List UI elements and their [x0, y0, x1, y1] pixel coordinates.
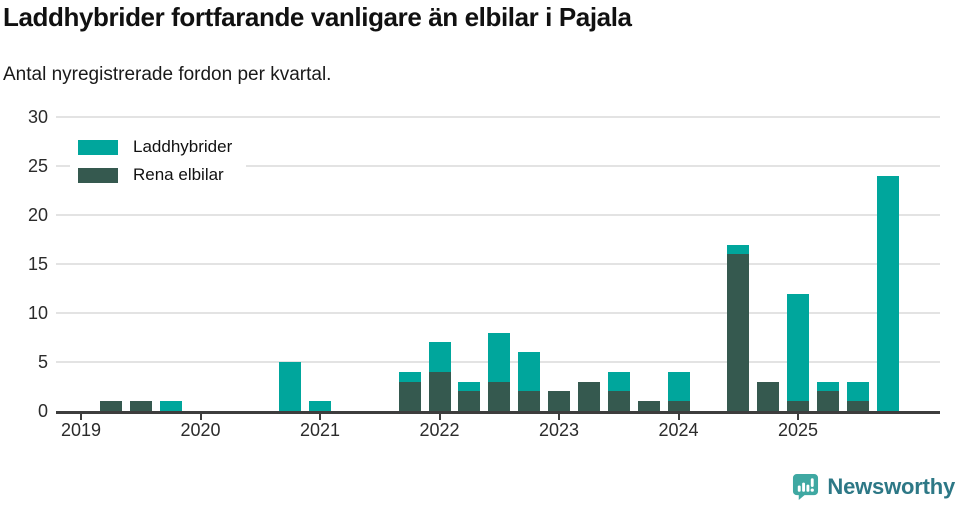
- bar-segment-rena-elbilar: [577, 381, 600, 411]
- chart-title: Laddhybrider fortfarande vanligare än el…: [3, 2, 632, 32]
- legend-swatch-laddhybrider: [78, 139, 118, 155]
- y-axis-label: 20: [27, 205, 48, 226]
- newsworthy-logo-icon: [793, 473, 819, 500]
- bar-segment-rena-elbilar: [607, 391, 630, 411]
- bar-segment-rena-elbilar: [548, 391, 570, 411]
- bar-segment-laddhybrider: [159, 401, 182, 411]
- bar-segment-rena-elbilar: [667, 401, 690, 411]
- x-axis-label: 2020: [180, 420, 221, 440]
- y-axis-label: 10: [27, 303, 48, 324]
- bar-segment-laddhybrider: [428, 342, 451, 372]
- gridline-y30: [56, 116, 940, 119]
- legend: Laddhybrider Rena elbilar: [70, 131, 247, 192]
- bar-segment-laddhybrider: [309, 401, 331, 411]
- bar-segment-rena-elbilar: [129, 401, 152, 411]
- bar-segment-laddhybrider: [816, 381, 839, 392]
- legend-item-laddhybrider: Laddhybrider: [78, 137, 232, 157]
- plot-area: 0 5 10 15 20 25 30 2019 2020 2021 2022 2023 2024 2025: [27, 107, 940, 440]
- bar-segment-laddhybrider: [458, 381, 481, 392]
- gridline-y15: [56, 263, 940, 266]
- bar-segment-rena-elbilar: [518, 391, 541, 411]
- gridline-y10: [56, 312, 940, 315]
- bar-segment-rena-elbilar: [637, 401, 660, 411]
- bar-segment-rena-elbilar: [458, 391, 481, 411]
- bar-segment-rena-elbilar: [99, 401, 122, 411]
- y-axis-label: 25: [27, 156, 48, 177]
- bar-segment-laddhybrider: [876, 176, 899, 411]
- gridline-y20: [56, 214, 940, 217]
- x-axis-tick: [677, 414, 680, 420]
- bar-segment-rena-elbilar: [428, 371, 451, 411]
- bar-segment-laddhybrider: [518, 352, 541, 392]
- y-axis-label: 0: [37, 401, 48, 421]
- x-axis-tick: [319, 414, 321, 420]
- x-axis-label: 2023: [538, 420, 580, 440]
- bar-segment-laddhybrider: [787, 293, 809, 402]
- x-axis-tick: [797, 414, 799, 420]
- x-axis-label: 2022: [419, 420, 460, 440]
- bar-segment-laddhybrider: [607, 371, 630, 392]
- x-axis-tick: [199, 414, 202, 420]
- bar-segment-rena-elbilar: [727, 254, 750, 411]
- bar-segment-rena-elbilar: [787, 401, 809, 411]
- y-axis-label: 5: [37, 352, 48, 373]
- legend-label: Rena elbilar: [133, 165, 224, 184]
- bar-segment-laddhybrider: [488, 332, 511, 382]
- y-axis-label: 30: [27, 107, 48, 128]
- bar-segment-laddhybrider: [846, 381, 869, 402]
- legend-swatch-rena-elbilar: [78, 167, 118, 183]
- gridline-y25: [56, 165, 940, 168]
- bar-segment-rena-elbilar: [488, 381, 511, 411]
- bar-segment-rena-elbilar: [398, 381, 421, 411]
- legend-item-rena-elbilar: Rena elbilar: [78, 165, 232, 185]
- brand-footer[interactable]: Newsworthy: [792, 473, 955, 500]
- x-axis-label: 2021: [299, 420, 341, 440]
- bar-segment-laddhybrider: [398, 371, 421, 382]
- brand-name: Newsworthy: [827, 473, 955, 499]
- bar-segment-rena-elbilar: [846, 401, 869, 411]
- chart-subtitle: Antal nyregistrerade fordon per kvartal.: [3, 64, 332, 85]
- x-axis-tick: [438, 414, 441, 420]
- bar-segment-laddhybrider: [667, 371, 690, 402]
- x-axis-label: 2019: [60, 420, 102, 440]
- x-axis-label: 2024: [658, 420, 699, 440]
- x-axis-tick: [80, 414, 82, 420]
- x-axis-baseline: [56, 411, 940, 414]
- bar-segment-rena-elbilar: [816, 391, 839, 411]
- x-axis-tick: [558, 414, 560, 420]
- bar-segment-laddhybrider: [279, 362, 302, 411]
- bar-segment-laddhybrider: [727, 244, 750, 255]
- x-axis-label: 2025: [777, 420, 819, 440]
- legend-label: Laddhybrider: [133, 137, 233, 156]
- bar-segment-rena-elbilar: [757, 381, 780, 411]
- y-axis-label: 15: [27, 254, 48, 275]
